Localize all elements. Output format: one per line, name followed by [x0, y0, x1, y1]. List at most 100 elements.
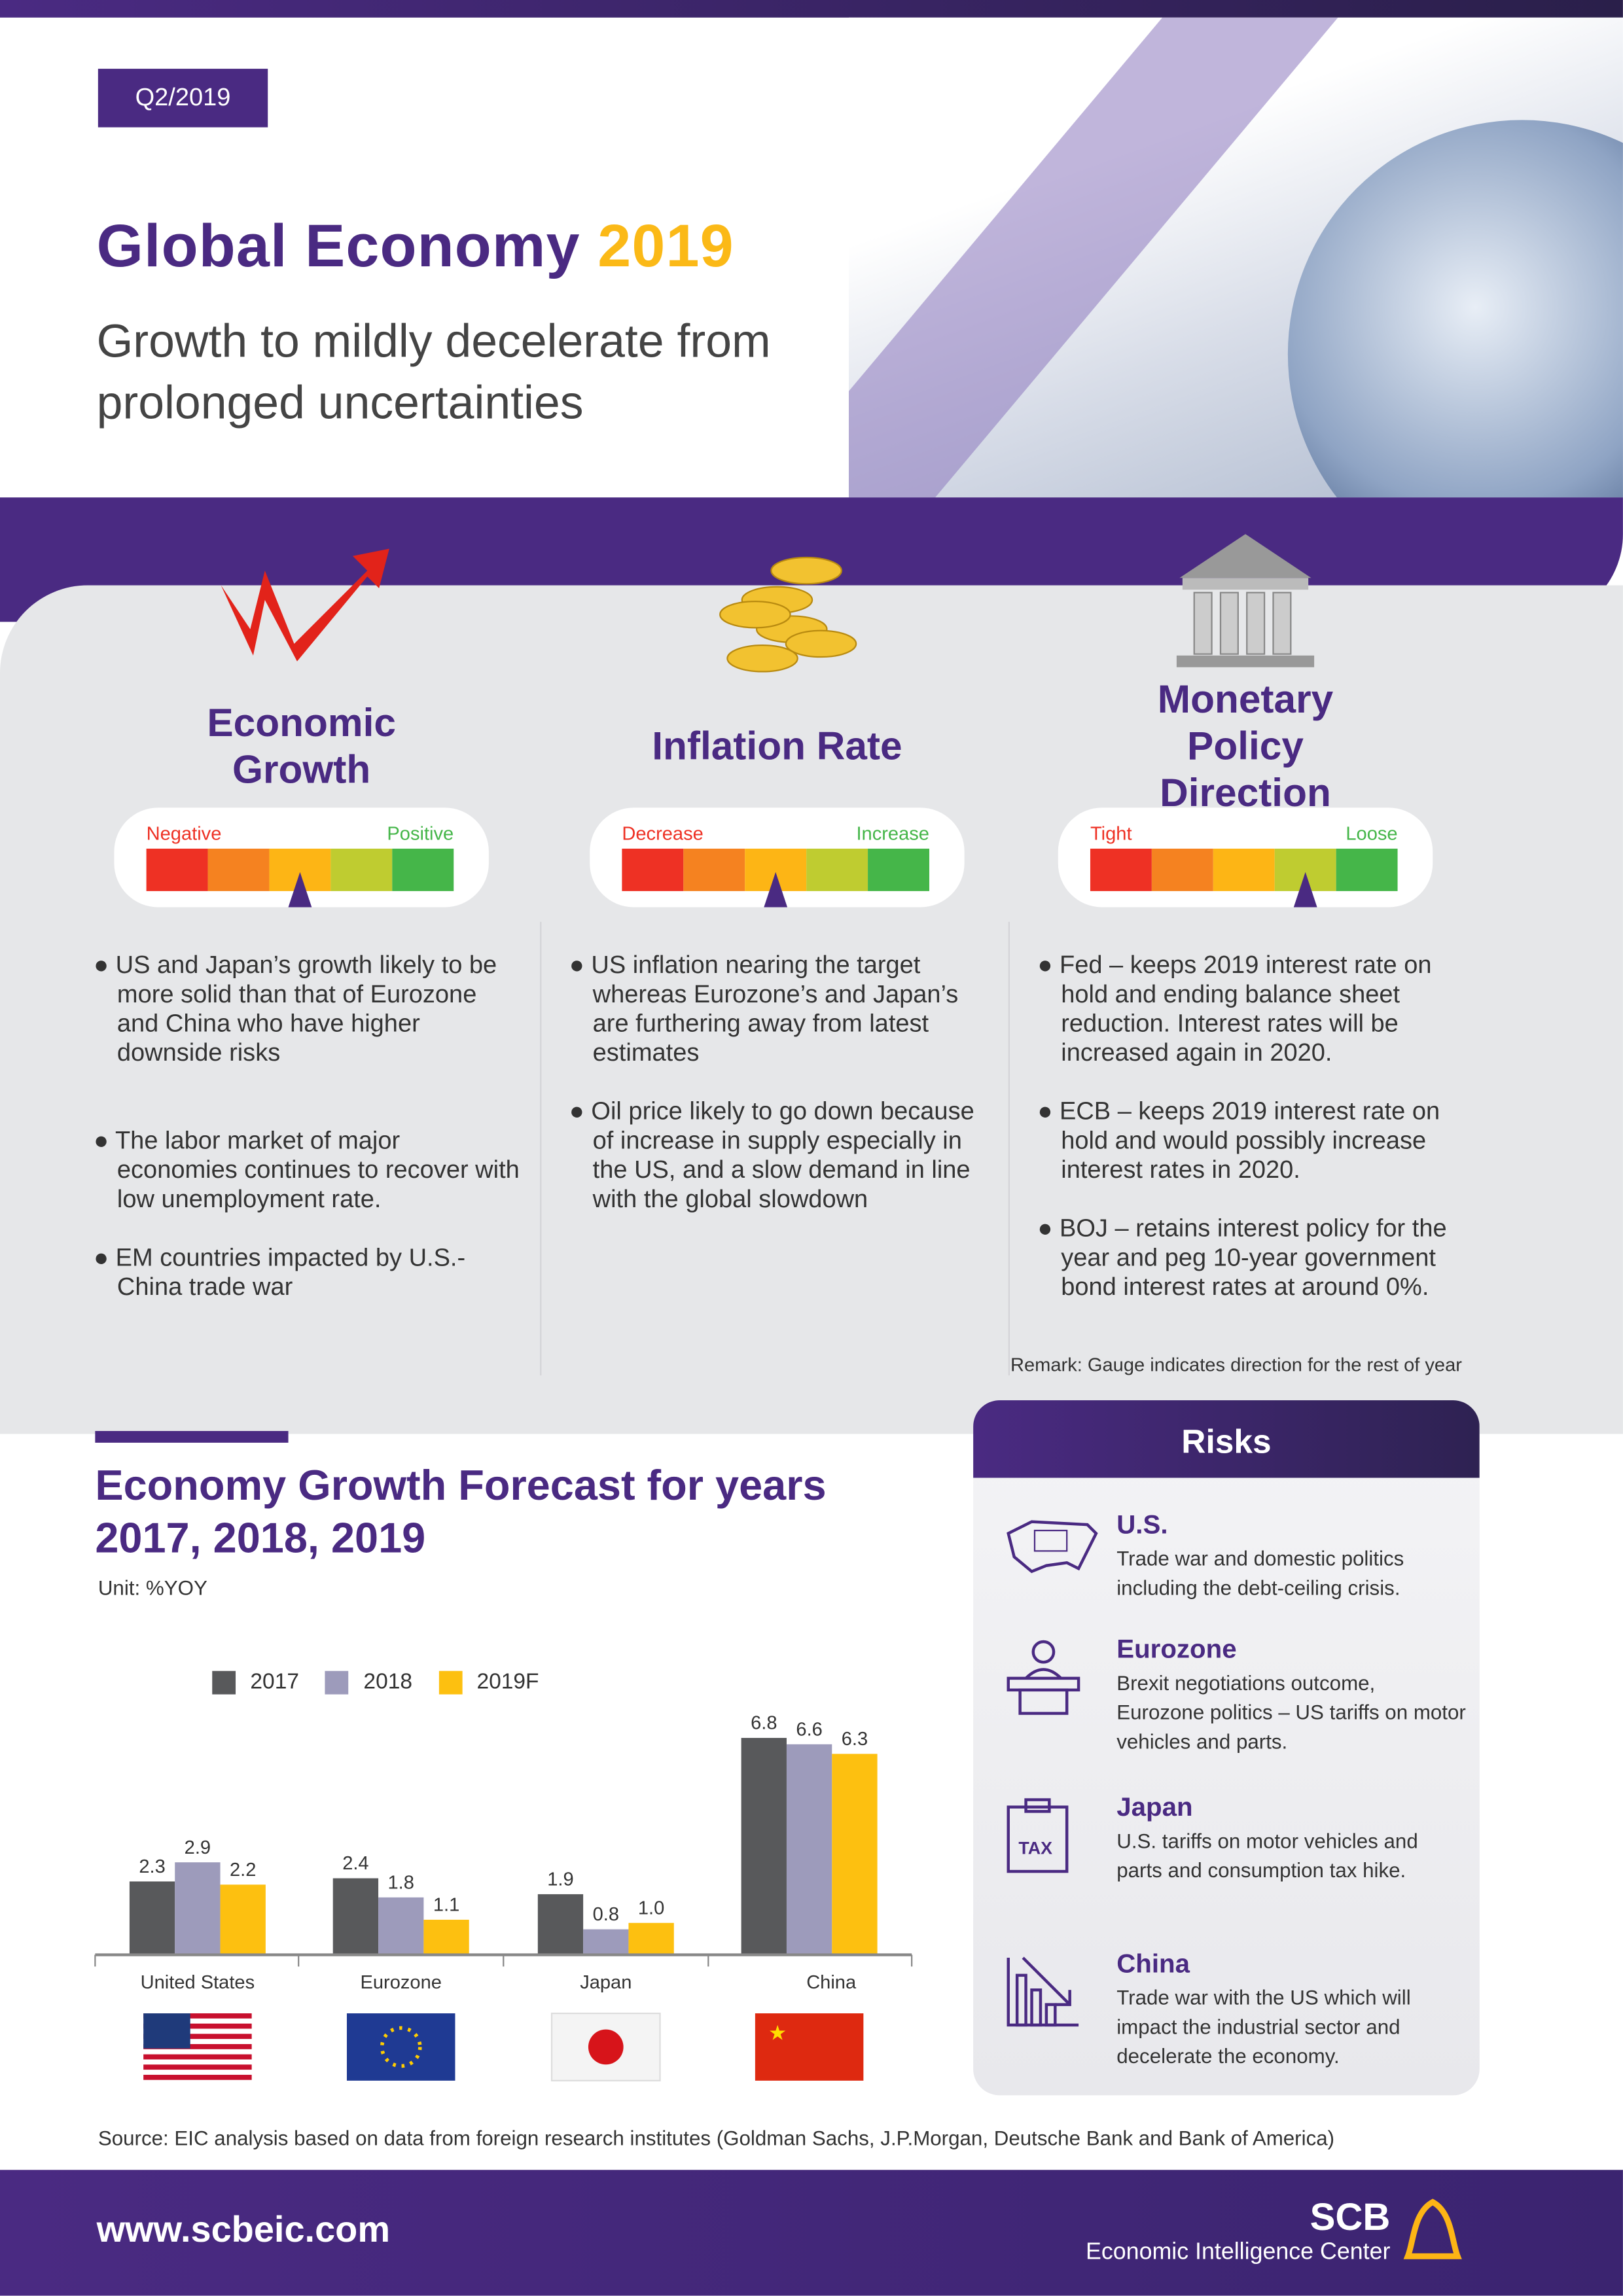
bar-2017-Japan	[537, 1894, 584, 1955]
svg-text:★: ★	[768, 2021, 787, 2044]
risk-item: Eurozone Brexit negotiations outcome, Eur…	[1116, 1634, 1468, 1756]
eu-flag-icon	[346, 2013, 455, 2081]
gauge-left-label: Tight	[1090, 822, 1132, 845]
brand-sub: Economic Intelligence Center	[1086, 2240, 1391, 2265]
bar-2018-China	[786, 1744, 832, 1955]
top-strip	[0, 0, 1623, 18]
gauge-bar	[622, 848, 929, 891]
bar-2017-Eurozone	[332, 1878, 379, 1955]
page-subtitle: Growth to mildly decelerate from prolong…	[96, 314, 771, 429]
footer	[0, 2170, 1623, 2296]
gauge-segment	[146, 848, 208, 891]
gauge-segment	[1213, 848, 1275, 891]
bullet-item: ● ECB – keeps 2019 interest rate on hold…	[1037, 1097, 1440, 1184]
column-divider	[540, 921, 542, 1376]
gauge-segment	[392, 848, 454, 891]
source-note: Source: EIC analysis based on data from …	[98, 2126, 1335, 2149]
gauge-segment	[1336, 848, 1398, 891]
value-label: 1.9	[547, 1869, 573, 1890]
china-flag-icon: ★	[755, 2013, 864, 2081]
legend-swatch	[438, 1670, 463, 1694]
us-map-icon	[1003, 1513, 1099, 1587]
gauge-segment	[806, 848, 868, 891]
legend-swatch	[325, 1670, 349, 1694]
value-label: 1.1	[433, 1895, 459, 1916]
rising-arrow-icon	[67, 527, 536, 695]
gauge-bar	[1090, 848, 1398, 891]
bank-icon	[1011, 527, 1480, 695]
bullet-item: ● EM countries impacted by U.S.-China tr…	[94, 1243, 466, 1301]
coins-icon	[543, 527, 1012, 695]
website-link[interactable]: www.scbeic.com	[96, 2209, 391, 2251]
risk-text: U.S. tariffs on motor vehicles and parts…	[1116, 1829, 1418, 1882]
category-label: China	[806, 1972, 857, 1993]
risk-text: Trade war with the US which will impact …	[1116, 1985, 1411, 2068]
bar-2019F-China	[832, 1754, 878, 1955]
legend-label: 2019F	[476, 1669, 539, 1695]
declining-chart-icon	[1003, 1952, 1084, 2041]
legend-item: 2019F	[438, 1670, 539, 1695]
category-label: Eurozone	[361, 1972, 442, 1993]
gauge-segment	[1090, 848, 1152, 891]
risks-title: Risks	[973, 1400, 1480, 1478]
risks-panel: Risks U.S. Trade war and domestic politic…	[973, 1400, 1480, 2096]
quarter-badge: Q2/2019	[98, 69, 268, 128]
podium-speaker-icon	[1003, 1637, 1084, 1726]
value-label: 2.4	[342, 1853, 368, 1874]
risk-name: U.S.	[1116, 1510, 1168, 1540]
legend-label: 2018	[363, 1669, 413, 1695]
bar-chart: 2.3 2.9 2.2 United States 2.4 1.8 1.1 Eurozone 1…	[94, 1713, 913, 2081]
gauge-right-label: Loose	[1346, 822, 1398, 845]
bar-2018-United States	[175, 1862, 221, 1955]
bullet-item: ● Oil price likely to go down because of…	[569, 1097, 974, 1213]
bar-2017-United States	[129, 1881, 175, 1955]
scb-logo: SCB Economic Intelligence Center	[1068, 2195, 1390, 2267]
hero-image-globe	[848, 17, 1623, 498]
us-flag-icon	[143, 2013, 252, 2081]
risk-name: Japan	[1116, 1792, 1193, 1822]
title-year: 2019	[597, 212, 734, 280]
value-label: 1.0	[638, 1898, 664, 1918]
chart-unit: Unit: %YOY	[98, 1576, 207, 1600]
risk-text: Brexit negotiations outcome, Eurozone po…	[1116, 1670, 1466, 1753]
gauge-left-label: Decrease	[622, 822, 704, 845]
bullet-item: ● BOJ – retains interest policy for the …	[1037, 1214, 1447, 1301]
chart-legend: 2017 2018 2019F	[212, 1670, 539, 1695]
risk-item: Japan U.S. tariffs on motor vehicles and …	[1116, 1792, 1468, 1884]
gauge: Decrease Increase	[590, 807, 965, 908]
bullet-item: ● US and Japan’s growth likely to be mor…	[94, 951, 497, 1067]
value-label: 2.9	[185, 1837, 211, 1858]
value-label: 6.6	[796, 1719, 822, 1740]
category-label: Japan	[580, 1972, 632, 1993]
legend-swatch	[212, 1670, 236, 1694]
bar-2019F-United States	[220, 1884, 266, 1955]
risk-text: Trade war and domestic politics includin…	[1116, 1546, 1404, 1600]
bar-2018-Eurozone	[378, 1897, 424, 1955]
risk-name: Eurozone	[1116, 1634, 1237, 1664]
japan-flag-icon	[550, 2012, 661, 2081]
gauge-segment	[622, 848, 684, 891]
gauge-pointer	[764, 872, 788, 908]
legend-item: 2017	[212, 1670, 299, 1695]
accent-bar	[95, 1431, 289, 1443]
globe-icon	[1287, 120, 1623, 498]
bar-2019F-Japan	[628, 1922, 674, 1955]
gauge-left-label: Negative	[146, 822, 222, 845]
bar-2019F-Eurozone	[423, 1919, 469, 1955]
decorative-stripe	[848, 17, 1363, 498]
value-label: 1.8	[388, 1872, 414, 1893]
remark: Remark: Gauge indicates direction for th…	[1010, 1353, 1462, 1376]
scb-bell-icon	[1403, 2199, 1462, 2259]
legend-label: 2017	[250, 1669, 300, 1695]
indicator-1: Inflation Rate	[543, 527, 1012, 798]
value-label: 6.8	[751, 1713, 777, 1734]
risk-name: China	[1116, 1949, 1190, 1979]
title-text: Global Economy	[96, 212, 580, 280]
bar-2018-Japan	[583, 1929, 629, 1955]
value-label: 2.2	[230, 1860, 256, 1881]
indicator-0: Economic Growth	[67, 527, 536, 798]
gauge-pointer	[288, 872, 312, 908]
bar-2017-China	[741, 1738, 787, 1955]
gauge-pointer	[1293, 872, 1317, 908]
